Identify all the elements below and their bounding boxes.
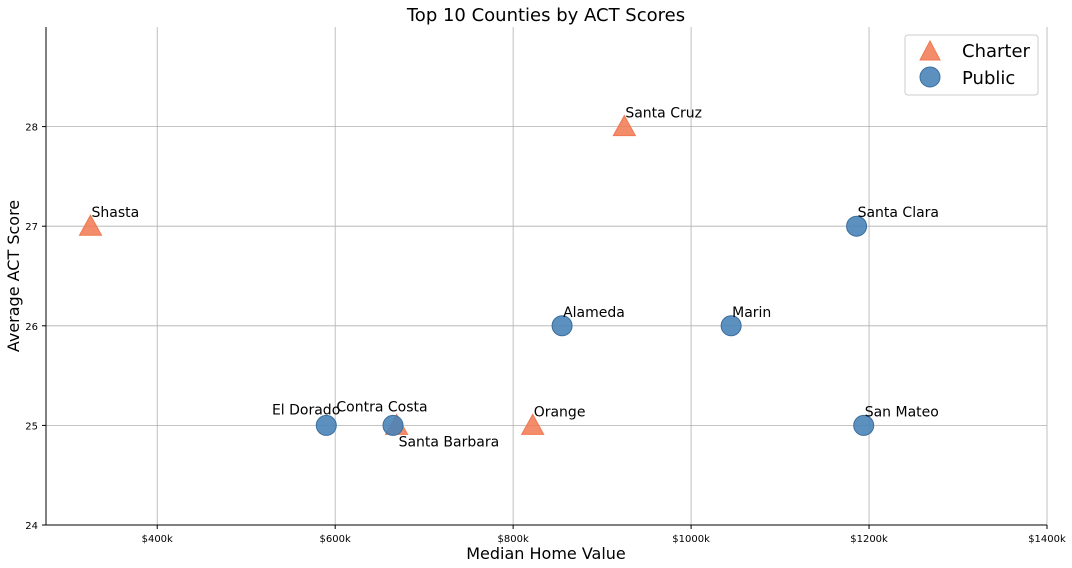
point-label: Santa Cruz — [625, 106, 702, 122]
point-label: Marin — [732, 305, 771, 321]
point-label: Alameda — [563, 305, 625, 321]
legend-label-public: Public — [962, 68, 1015, 89]
public-point — [315, 414, 337, 436]
y-tick-label: 28 — [25, 123, 38, 134]
x-axis-title: Median Home Value — [466, 544, 626, 563]
charter-point — [520, 413, 545, 435]
charter-point — [612, 114, 637, 137]
public-point — [720, 315, 742, 337]
point-label: El Dorado — [272, 402, 340, 418]
public-point — [551, 315, 573, 337]
y-tick-label: 24 — [25, 521, 38, 532]
legend-marker-charter — [919, 39, 941, 61]
point-label: San Mateo — [865, 404, 939, 420]
public-point — [382, 414, 404, 436]
point-label: Orange — [534, 404, 586, 420]
point-label: Contra Costa — [336, 399, 427, 415]
axes-spines — [45, 27, 1047, 526]
x-tick-label: $800k — [498, 534, 529, 545]
x-tick-label: $600k — [320, 534, 351, 545]
public-point — [853, 414, 875, 436]
point-labels: Shasta Santa Cruz Orange Santa Barbara Santa… — [91, 106, 939, 451]
legend: Charter Public — [904, 34, 1039, 96]
x-tick-label: $1000k — [672, 534, 710, 545]
x-tick-label: $1400k — [1028, 534, 1066, 545]
legend-marker-public — [919, 66, 941, 88]
y-tick-label: 27 — [25, 222, 38, 233]
legend-label-charter: Charter — [962, 41, 1031, 62]
y-tick-label: 25 — [25, 421, 38, 432]
chart-title: Top 10 Counties by ACT Scores — [406, 5, 685, 26]
point-label: Santa Clara — [858, 205, 939, 221]
public-point — [846, 215, 868, 237]
x-tick-label: $400k — [142, 534, 173, 545]
y-tick-label: 26 — [25, 322, 38, 333]
tick-labels: $400k $600k $800k $1000k $1200k $1400k 24 25 26 2… — [25, 123, 1066, 545]
grid-lines — [46, 27, 1048, 526]
point-label: Shasta — [91, 205, 139, 221]
y-axis-title: Average ACT Score — [4, 200, 23, 352]
point-label: Santa Barbara — [399, 434, 500, 450]
charter-point — [78, 214, 103, 236]
data-points — [78, 114, 875, 436]
x-tick-label: $1200k — [850, 534, 888, 545]
